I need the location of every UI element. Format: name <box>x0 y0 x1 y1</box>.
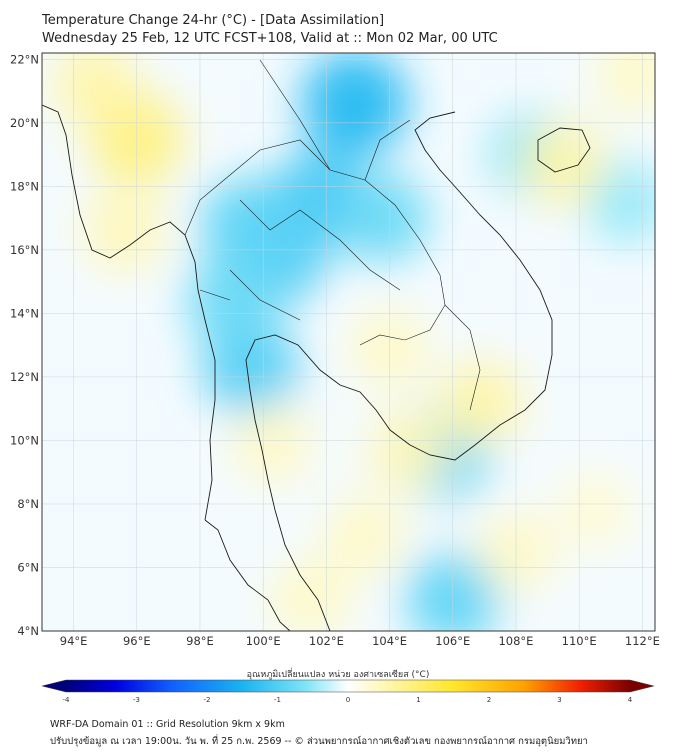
lon-label: 106°E <box>435 634 470 648</box>
latitude-labels: 22°N 20°N 18°N 16°N 14°N 12°N 10°N 8°N 6°N 4°N <box>10 52 39 638</box>
hainan-island <box>537 127 591 173</box>
map-title: Temperature Change 24-hr (°C) - [Data As… <box>42 13 385 28</box>
lat-label: 20°N <box>10 116 39 130</box>
colorbar-tick-label: -1 <box>274 696 281 704</box>
lat-label: 16°N <box>10 243 39 257</box>
lon-label: 96°E <box>123 634 151 648</box>
peninsula-east-coast <box>245 334 411 511</box>
country-borders <box>184 59 481 411</box>
colorbar-tick-label: -3 <box>133 696 140 704</box>
malay-coast <box>274 509 331 631</box>
lat-label: 6°N <box>17 560 39 574</box>
anomaly-cell-23 <box>596 53 655 115</box>
graticule <box>42 53 655 631</box>
map-subtitle: Wednesday 25 Feb, 12 UTC FCST+108, Valid… <box>42 31 498 46</box>
footer-model-info: WRF-DA Domain 01 :: Grid Resolution 9km … <box>50 719 285 730</box>
colorbar-tick-label: 1 <box>416 696 420 704</box>
lat-label: 18°N <box>10 179 39 193</box>
anomaly-cell-10 <box>585 161 655 244</box>
anomaly-cell-13 <box>83 189 166 272</box>
thai-gulf-coast <box>204 519 291 631</box>
lat-label: 10°N <box>10 433 39 447</box>
anomaly-cell-3 <box>200 177 294 272</box>
lon-label: 100°E <box>246 634 281 648</box>
lat-label: 12°N <box>10 370 39 384</box>
lon-label: 104°E <box>372 634 407 648</box>
colorbar-tick-label: 2 <box>487 696 491 704</box>
colorbar-tick-label: 0 <box>346 696 350 704</box>
anomaly-cell-14 <box>520 121 606 207</box>
anomaly-cell-0 <box>301 53 409 158</box>
lon-label: 94°E <box>60 634 88 648</box>
myanmar-coast <box>42 104 216 521</box>
anomaly-cell-22 <box>556 472 634 549</box>
coastlines-and-borders <box>42 59 591 631</box>
colorbar-tick-label: 4 <box>628 696 633 704</box>
colorbar <box>41 679 655 693</box>
lon-label: 110°E <box>562 634 597 648</box>
colorbar-title: อุณหภูมิเปลี่ยนแปลง หน่วย องศาเซลเซียส (… <box>246 670 430 680</box>
map-frame <box>41 52 656 632</box>
lon-label: 102°E <box>309 634 344 648</box>
anomaly-cell-18 <box>233 404 313 484</box>
anomaly-cell-12 <box>53 53 139 128</box>
anomaly-cell-20 <box>270 559 351 631</box>
longitude-labels: 94°E 96°E 98°E 100°E 102°E 104°E 106°E 108°E 110… <box>60 634 660 648</box>
vietnam-coast <box>409 111 553 461</box>
footer-credit: ปรับปรุงข้อมูล ณ เวลา 19:00น. วัน พ. ที่… <box>50 736 588 747</box>
anomaly-cell-17 <box>367 408 450 491</box>
lat-label: 8°N <box>17 497 39 511</box>
anomaly-cell-5 <box>186 255 277 346</box>
colorbar-tick-label: -4 <box>63 696 71 704</box>
lat-label: 4°N <box>17 624 39 638</box>
colorbar-tick-label: 3 <box>557 696 561 704</box>
anomaly-cell-19 <box>324 496 404 576</box>
lon-label: 112°E <box>625 634 660 648</box>
lon-label: 108°E <box>498 634 533 648</box>
colorbar-ticks: -4 -3 -2 -1 0 1 2 3 4 <box>63 696 633 704</box>
anomaly-cell-6 <box>338 172 429 264</box>
lat-label: 14°N <box>10 306 39 320</box>
anomaly-field <box>53 53 655 631</box>
colorbar-tick-label: -2 <box>204 696 211 704</box>
anomaly-cell-15 <box>438 359 524 445</box>
lat-label: 22°N <box>10 52 39 66</box>
lon-label: 98°E <box>186 634 214 648</box>
